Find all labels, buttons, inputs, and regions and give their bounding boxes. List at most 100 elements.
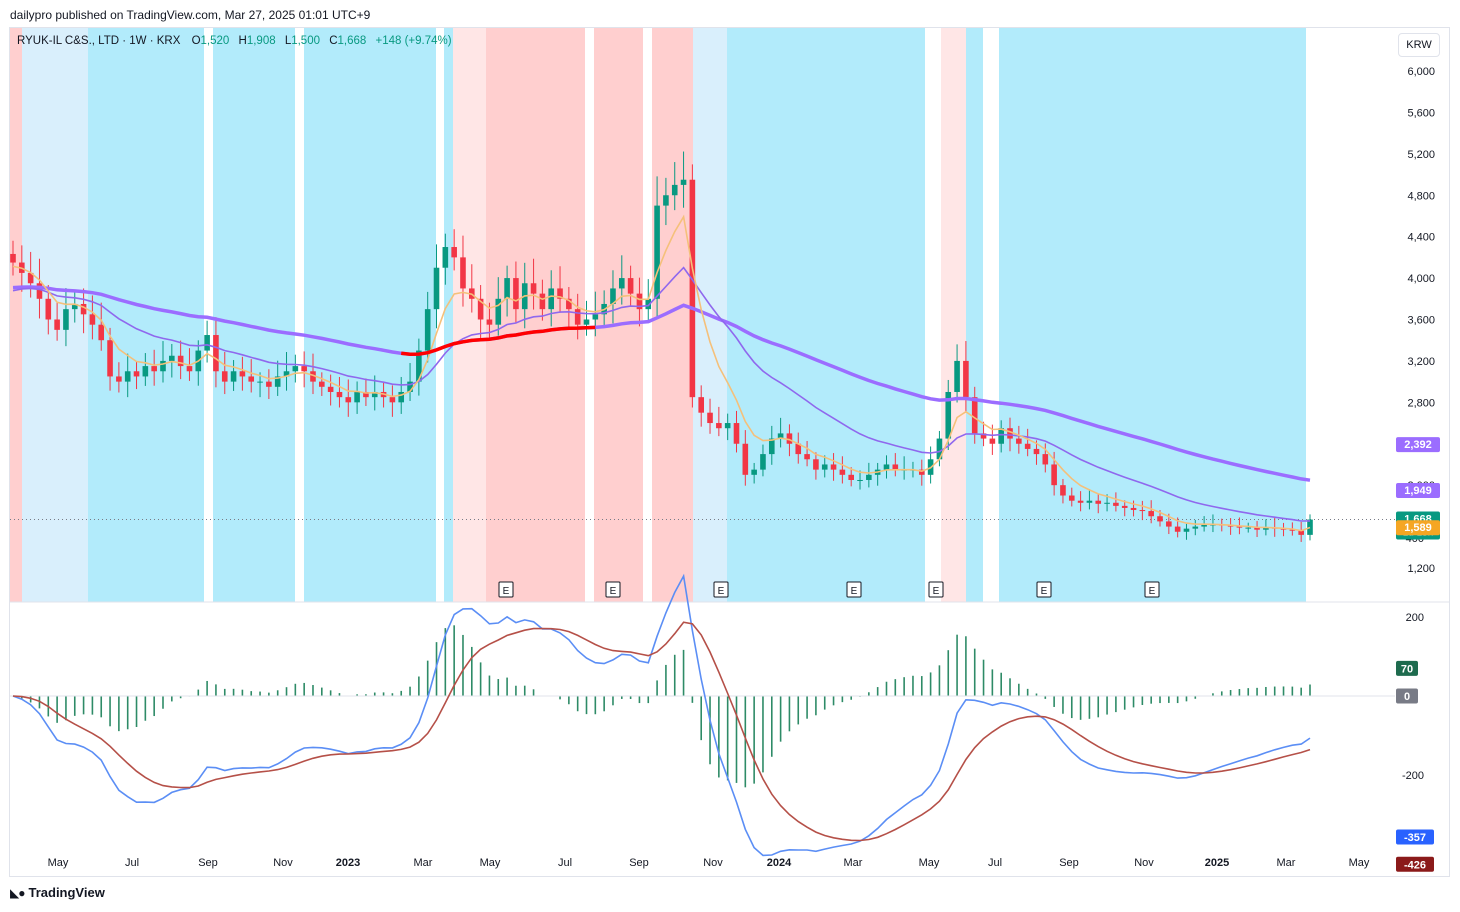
zone-0 bbox=[10, 28, 22, 602]
time-axis-tick: 2025 bbox=[1205, 857, 1229, 869]
candle-body bbox=[363, 391, 369, 398]
candle-body bbox=[1121, 505, 1128, 508]
candle-body bbox=[566, 298, 572, 310]
earnings-marker-label: E bbox=[851, 586, 858, 597]
zone-13 bbox=[941, 28, 957, 602]
candle-body bbox=[1095, 500, 1102, 504]
candle-body bbox=[848, 474, 854, 480]
zone-4 bbox=[213, 28, 295, 602]
candle-body bbox=[283, 371, 290, 377]
candle-body bbox=[186, 366, 193, 372]
price-label-text: 1,589 bbox=[1404, 522, 1432, 534]
price-axis-tick: 2,800 bbox=[1407, 397, 1435, 409]
earnings-marker bbox=[928, 581, 944, 598]
candle-body bbox=[1042, 454, 1049, 465]
candle-body bbox=[1166, 521, 1172, 527]
candle-body bbox=[1227, 525, 1234, 527]
candle-body bbox=[27, 272, 34, 284]
footer-brand: ◣● TradingView bbox=[10, 885, 105, 900]
candle-body bbox=[54, 319, 60, 330]
earnings-marker-label: E bbox=[718, 586, 725, 597]
candle-body bbox=[1077, 500, 1084, 503]
candle-body bbox=[1113, 502, 1119, 506]
candle-body bbox=[936, 438, 943, 460]
candle-body bbox=[1263, 527, 1269, 530]
candle-body bbox=[477, 298, 484, 320]
candle-body bbox=[627, 278, 634, 294]
price-label-text: 1,949 bbox=[1404, 485, 1432, 497]
candle-body bbox=[124, 371, 131, 382]
price-axis-tick: 4,000 bbox=[1407, 273, 1435, 285]
time-axis-tick: Nov bbox=[273, 857, 293, 869]
earnings-marker-label: E bbox=[610, 586, 617, 597]
candle-body bbox=[1130, 507, 1137, 511]
candle-body bbox=[98, 324, 105, 341]
candle-body bbox=[504, 278, 510, 299]
candle-body bbox=[451, 247, 457, 258]
candle-body bbox=[804, 454, 810, 460]
time-axis-tick: Nov bbox=[703, 857, 723, 869]
price-label-badge bbox=[1396, 437, 1440, 453]
earnings-marker-label: E bbox=[933, 586, 940, 597]
zone-16 bbox=[999, 28, 1306, 602]
tradingview-logo-icon: ◣● bbox=[10, 885, 26, 900]
candle-body bbox=[1148, 511, 1154, 517]
currency-button[interactable]: KRW bbox=[1398, 33, 1440, 57]
candle-body bbox=[618, 278, 625, 289]
price-label-text: 2,392 bbox=[1404, 439, 1432, 451]
earnings-marker-label: E bbox=[503, 586, 510, 597]
macd-label-text: 0 bbox=[1404, 691, 1410, 703]
candle-body bbox=[839, 469, 846, 475]
candle-body bbox=[239, 371, 246, 377]
candle-body bbox=[1298, 530, 1304, 535]
candle-body bbox=[1192, 526, 1199, 529]
price-label-badge bbox=[1396, 482, 1440, 498]
candle-body bbox=[539, 293, 546, 310]
symbol-legend: RYUK-IL C&S., LTD · 1W · KRX O1,520 H1,9… bbox=[17, 35, 452, 47]
candle-body bbox=[169, 355, 175, 361]
candle-body bbox=[830, 464, 837, 470]
candle-body bbox=[610, 288, 616, 304]
candle-body bbox=[671, 184, 678, 196]
candle-body bbox=[221, 371, 228, 382]
candle-body bbox=[698, 397, 705, 413]
candle-body bbox=[1183, 528, 1190, 532]
candle-body bbox=[301, 366, 307, 372]
candle-body bbox=[892, 464, 899, 470]
candle-body bbox=[407, 381, 413, 392]
macd-label-badge bbox=[1396, 660, 1418, 676]
grid bbox=[10, 519, 1449, 603]
signal-line bbox=[12, 621, 1311, 842]
zone-6 bbox=[444, 28, 453, 602]
candle-body bbox=[1068, 495, 1075, 501]
candle-body bbox=[1139, 510, 1146, 512]
candle-body bbox=[433, 267, 440, 310]
macd-panel bbox=[10, 573, 1395, 857]
candle-body bbox=[142, 366, 149, 377]
candle-body bbox=[345, 397, 352, 403]
candle-body bbox=[292, 366, 299, 372]
time-axis-tick: Jul bbox=[558, 857, 572, 869]
candle-body bbox=[230, 371, 237, 382]
earnings-marker-label: E bbox=[1149, 586, 1156, 597]
candle-body bbox=[760, 454, 766, 470]
earnings-marker-label: E bbox=[1041, 586, 1048, 597]
candle-body bbox=[733, 423, 740, 444]
brand-text: TradingView bbox=[28, 885, 105, 900]
axes: 6,000 5,600 5,200 4,800 4,400 4,000 3,600 3,200… bbox=[48, 66, 1440, 872]
price-axis-tick: 6,000 bbox=[1407, 66, 1435, 78]
candle-body bbox=[63, 309, 69, 330]
candle-body bbox=[1051, 464, 1057, 486]
earnings-marker bbox=[1144, 581, 1160, 598]
time-axis-tick: Mar bbox=[1277, 857, 1296, 869]
candle-body bbox=[1289, 529, 1296, 531]
candle-body bbox=[371, 391, 378, 398]
candle-body bbox=[821, 464, 828, 470]
candle-body bbox=[151, 366, 157, 372]
candle-body bbox=[266, 381, 272, 387]
candle-body bbox=[513, 278, 519, 310]
time-axis-tick: Sep bbox=[629, 857, 649, 869]
chart-frame bbox=[9, 27, 1450, 877]
earnings-marker bbox=[713, 581, 729, 598]
